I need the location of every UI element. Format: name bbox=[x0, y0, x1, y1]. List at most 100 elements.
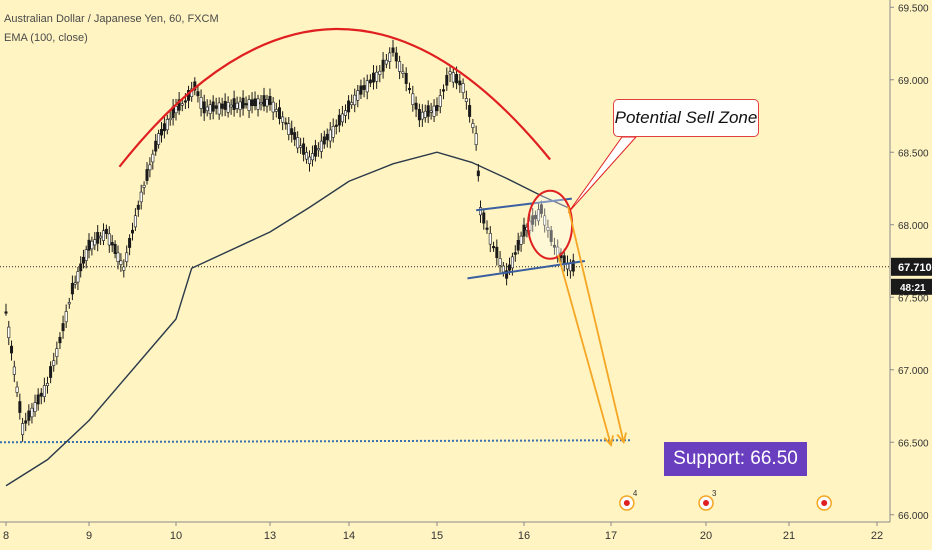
candle-body bbox=[375, 71, 379, 82]
candle-body bbox=[448, 71, 452, 75]
candle-body bbox=[154, 140, 158, 152]
candle-body bbox=[18, 401, 22, 413]
event-marker-dot bbox=[623, 500, 630, 506]
candle-body bbox=[39, 392, 43, 397]
symbol-title: Australian Dollar / Japanese Yen, 60, FX… bbox=[4, 13, 219, 25]
candle-body bbox=[296, 137, 300, 149]
candle-body bbox=[350, 102, 354, 106]
candle-body bbox=[305, 152, 309, 160]
candle-body bbox=[223, 100, 227, 110]
candle-body bbox=[76, 271, 80, 283]
candle-body bbox=[7, 326, 11, 339]
candle-body bbox=[45, 383, 49, 386]
candle-body bbox=[139, 191, 143, 203]
candle-body bbox=[368, 79, 372, 84]
candle-body bbox=[21, 423, 25, 436]
candle-body bbox=[64, 311, 68, 323]
candle-body bbox=[116, 252, 120, 262]
candle-body bbox=[220, 103, 224, 109]
candle-body bbox=[394, 52, 398, 62]
candle-body bbox=[426, 105, 430, 117]
candle-body bbox=[151, 153, 155, 163]
candle-body bbox=[277, 107, 281, 119]
candle-body bbox=[293, 132, 297, 140]
candle-body bbox=[492, 246, 496, 249]
candle-body bbox=[362, 85, 366, 90]
chart-legend: Australian Dollar / Japanese Yen, 60, FX… bbox=[4, 10, 219, 48]
sell-zone-callout: Potential Sell Zone bbox=[613, 99, 759, 137]
candle-body bbox=[343, 110, 347, 116]
candle-body bbox=[113, 243, 117, 254]
candle-body bbox=[10, 345, 14, 354]
candle-body bbox=[30, 407, 34, 418]
candle-body bbox=[455, 74, 459, 84]
candle-body bbox=[325, 133, 329, 141]
candle-body bbox=[534, 214, 538, 220]
candle-body bbox=[378, 70, 382, 75]
candle-body bbox=[235, 102, 239, 109]
candle-body bbox=[451, 72, 455, 83]
candle-body bbox=[142, 184, 146, 188]
candle-body bbox=[539, 204, 543, 214]
candle-body bbox=[202, 101, 206, 114]
candle-body bbox=[365, 80, 369, 93]
candle-body bbox=[27, 410, 31, 421]
candle-body bbox=[183, 100, 187, 103]
candle-body bbox=[546, 226, 550, 231]
support-label: Support: 66.50 bbox=[664, 442, 807, 476]
projection-arrowhead bbox=[603, 435, 614, 448]
candle-body bbox=[522, 224, 526, 237]
candle-body bbox=[55, 348, 59, 357]
candle-body bbox=[391, 47, 395, 53]
channel-group bbox=[467, 197, 586, 280]
candle-body bbox=[208, 104, 212, 114]
ema-100-line bbox=[5, 151, 568, 487]
arrows-group bbox=[557, 206, 627, 448]
candle-body bbox=[133, 215, 137, 228]
candle-body bbox=[442, 89, 446, 92]
candle-body bbox=[359, 85, 363, 95]
candle-body bbox=[122, 266, 126, 271]
y-tick-label: 69.000 bbox=[898, 76, 929, 87]
candle-body bbox=[244, 103, 248, 106]
x-tick-label: 21 bbox=[783, 530, 795, 542]
y-tick-label: 69.500 bbox=[898, 3, 929, 14]
candle-body bbox=[271, 101, 275, 113]
candle-body bbox=[87, 239, 91, 251]
candle-body bbox=[404, 73, 408, 84]
candle-body bbox=[70, 283, 74, 295]
candle-body bbox=[474, 133, 478, 145]
candle-body bbox=[265, 99, 269, 107]
candle-body bbox=[93, 239, 97, 246]
candle-body bbox=[482, 212, 486, 224]
candle-body bbox=[519, 235, 523, 245]
candle-body bbox=[313, 145, 317, 157]
candle-body bbox=[302, 143, 306, 155]
candle-body bbox=[165, 119, 169, 131]
candle-body bbox=[501, 265, 505, 273]
projection-arrow bbox=[567, 206, 625, 443]
candle-body bbox=[274, 109, 278, 112]
candle-body bbox=[168, 117, 172, 121]
countdown-label: 48:21 bbox=[900, 283, 926, 294]
candle-body bbox=[177, 99, 181, 111]
candle-body bbox=[384, 59, 388, 65]
candle-body bbox=[284, 122, 288, 125]
candle-body bbox=[468, 105, 472, 117]
y-tick-label: 68.000 bbox=[898, 221, 929, 232]
candle-body bbox=[356, 90, 360, 101]
candle-body bbox=[316, 148, 320, 151]
y-tick-label: 67.500 bbox=[898, 293, 929, 304]
candle-body bbox=[148, 164, 152, 171]
candle-body bbox=[299, 145, 303, 148]
candle-body bbox=[417, 109, 421, 121]
candle-body bbox=[485, 227, 489, 230]
candle-body bbox=[562, 255, 566, 264]
candle-body bbox=[372, 72, 376, 83]
arc-group bbox=[118, 27, 551, 168]
callout-pointer bbox=[567, 136, 638, 214]
countdown-box bbox=[891, 278, 932, 295]
candle-body bbox=[432, 105, 436, 117]
